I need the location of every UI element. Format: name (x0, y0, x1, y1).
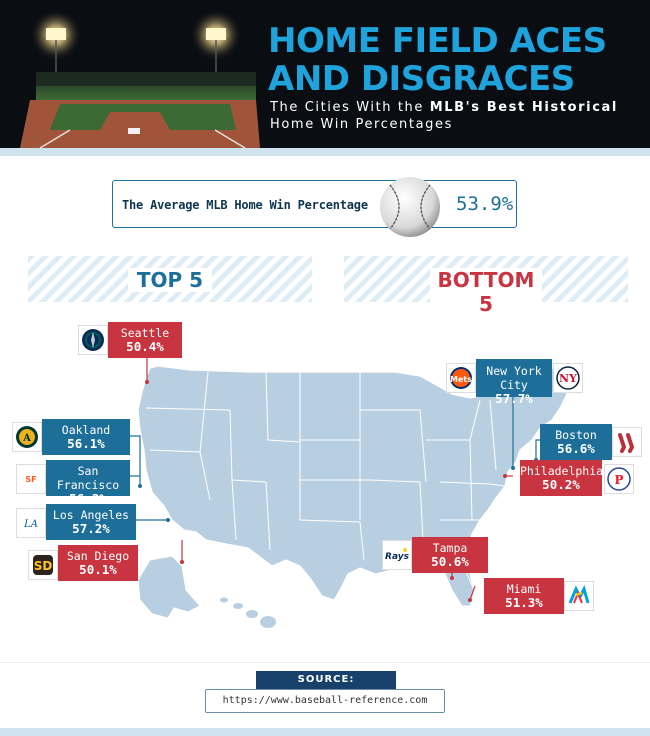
san-francisco-card (46, 460, 130, 496)
new-york-label: New York City 57.7% (476, 364, 552, 406)
source-url[interactable]: https://www.baseball-reference.com (205, 689, 445, 713)
padres-logo-icon: SD (28, 550, 58, 580)
hawaii-shape (220, 597, 276, 628)
svg-text:SD: SD (34, 559, 53, 573)
philadelphia-label: Philadelphia 50.2% (520, 464, 604, 492)
average-label: The Average MLB Home Win Percentage (122, 198, 368, 212)
los-angeles-label: Los Angeles 57.2% (46, 508, 136, 536)
stadium-illustration (0, 0, 260, 148)
san-francisco-pct: 56.3% (69, 491, 107, 506)
seattle-pct: 50.4% (126, 339, 164, 354)
title-line-2: AND DISGRACES (268, 59, 575, 99)
svg-text:P: P (614, 473, 623, 487)
subtitle-prefix: The Cities With the (270, 100, 430, 115)
boston-name: Boston (555, 428, 597, 442)
source-divider (0, 662, 650, 663)
top-5-label: TOP 5 (128, 268, 212, 292)
mariners-logo-icon (78, 325, 108, 355)
top-connectors (130, 397, 540, 521)
oakland-card (42, 419, 130, 455)
average-value: 53.9% (456, 193, 514, 215)
title-line-1: HOME FIELD ACES (268, 21, 607, 61)
header-banner: HOME FIELD ACES AND DISGRACES The Cities… (0, 0, 650, 148)
phillies-logo-icon: P (604, 464, 634, 494)
seattle-label: Seattle 50.4% (108, 326, 182, 354)
tampa-pct: 50.6% (431, 554, 469, 569)
dodgers-logo-icon: LA (16, 508, 46, 538)
new-york-name: New York City (486, 364, 542, 392)
subtitle-bold: MLB's Best Historical (429, 100, 618, 115)
san-francisco-label: San Francisco 56.3% (46, 464, 130, 506)
tampa-card (412, 537, 488, 573)
boston-pct: 56.6% (557, 441, 595, 456)
page-title: HOME FIELD ACES AND DISGRACES (268, 22, 607, 98)
miami-label: Miami 51.3% (484, 582, 564, 610)
boston-label: Boston 56.6% (540, 428, 612, 456)
san-diego-card (58, 545, 138, 581)
page-subtitle: The Cities With the MLB's Best Historica… (270, 99, 618, 133)
los-angeles-name: Los Angeles (52, 508, 130, 522)
yankees-logo-icon: NY (553, 363, 583, 393)
miami-card (484, 578, 564, 614)
mets-logo-icon: Mets (446, 363, 476, 393)
tampa-label: Tampa 50.6% (412, 541, 488, 569)
subtitle-line-2: Home Win Percentages (270, 117, 453, 132)
source-tab: SOURCE: (256, 671, 396, 689)
athletics-logo-icon: A (12, 422, 42, 452)
boston-card (540, 424, 612, 460)
average-box (112, 180, 517, 228)
los-angeles-card (46, 504, 136, 540)
philadelphia-pct: 50.2% (542, 477, 580, 492)
oakland-pct: 56.1% (67, 436, 105, 451)
san-diego-label: San Diego 50.1% (58, 549, 138, 577)
red-sox-logo-icon (612, 427, 642, 457)
los-angeles-pct: 57.2% (72, 521, 110, 536)
baseball-icon (380, 177, 440, 237)
philadelphia-card (520, 460, 602, 496)
marlins-logo-icon (564, 581, 594, 611)
seattle-name: Seattle (120, 326, 170, 340)
seattle-card (108, 322, 182, 358)
miami-pct: 51.3% (505, 595, 543, 610)
san-francisco-name: San Francisco (56, 464, 120, 492)
svg-text:SF: SF (25, 475, 36, 484)
svg-text:Mets: Mets (450, 375, 472, 384)
rays-logo-icon: Rays (382, 540, 412, 570)
svg-text:Rays: Rays (385, 552, 410, 562)
oakland-label: Oakland 56.1% (42, 423, 130, 451)
san-diego-name: San Diego (66, 549, 130, 563)
footer-stripe (0, 728, 650, 736)
bottom-5-label: BOTTOM 5 (430, 268, 542, 316)
san-diego-pct: 50.1% (79, 562, 117, 577)
oakland-name: Oakland (61, 423, 111, 437)
svg-text:NY: NY (559, 372, 577, 385)
svg-text:LA: LA (23, 519, 38, 530)
new-york-pct: 57.7% (495, 391, 533, 406)
state-lines (145, 371, 506, 561)
miami-name: Miami (506, 582, 542, 596)
tampa-name: Tampa (432, 541, 468, 555)
alaska-shape (137, 555, 201, 619)
svg-text:A: A (22, 433, 31, 444)
philadelphia-name: Philadelphia (520, 464, 604, 478)
header-stripe (0, 148, 650, 156)
giants-logo-icon: SF (16, 464, 46, 494)
new-york-card (476, 359, 552, 397)
